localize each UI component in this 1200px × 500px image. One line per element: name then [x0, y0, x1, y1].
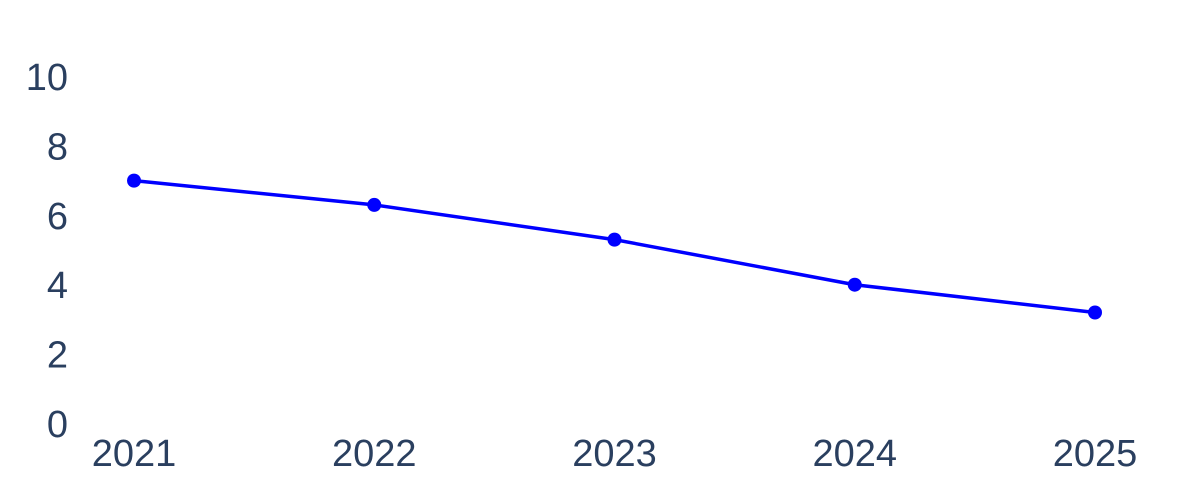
x-tick-label: 2023 [572, 433, 657, 475]
marker [607, 232, 622, 247]
marker [1088, 305, 1102, 320]
x-tick-label: 2024 [812, 433, 897, 475]
marker [847, 277, 862, 292]
marker [127, 173, 141, 188]
x-tick-label: 2025 [1053, 433, 1138, 475]
y-tick-label: 4 [47, 265, 68, 307]
y-tick-label: 2 [47, 335, 68, 377]
y-tick-label: 10 [26, 57, 68, 99]
marker [367, 197, 382, 212]
y-tick-label: 0 [47, 404, 68, 446]
y-tick-label: 8 [47, 126, 68, 168]
x-tick-label: 2021 [92, 433, 177, 475]
x-tick-label: 2022 [332, 433, 417, 475]
y-tick-label: 6 [47, 196, 68, 238]
